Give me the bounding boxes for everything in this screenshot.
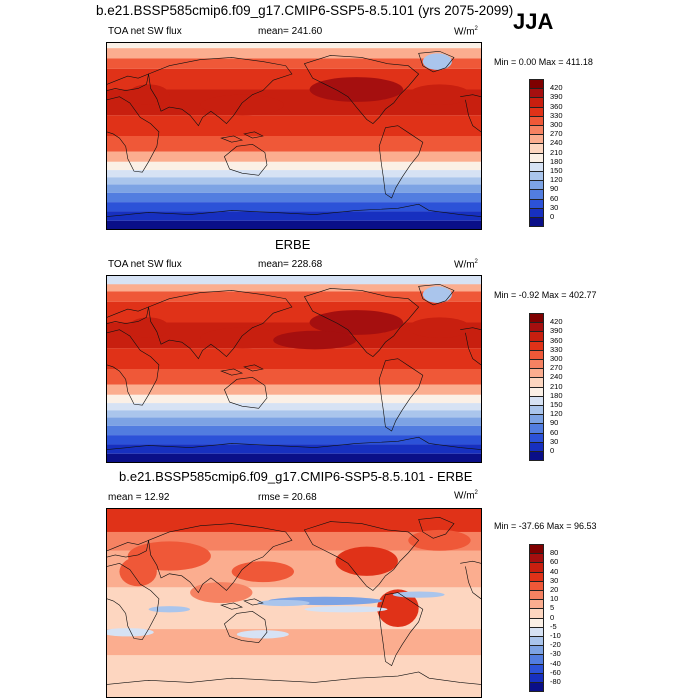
panel3-units: W/m2 bbox=[454, 490, 478, 502]
colorbar-tick-label: 60 bbox=[550, 193, 559, 203]
colorbar-tick-label: 20 bbox=[550, 585, 559, 594]
colorbar-tick-label: 330 bbox=[550, 344, 563, 354]
colorbar-tick-label: 420 bbox=[550, 83, 563, 93]
colorbar-tick-label: 10 bbox=[550, 594, 559, 604]
panel2-map bbox=[106, 275, 482, 463]
colorbar-tick-label: -60 bbox=[550, 667, 561, 677]
panel2-left-label: TOA net SW flux bbox=[108, 259, 182, 270]
colorbar-tick-label: 210 bbox=[550, 381, 563, 391]
panel2-units: W/m2 bbox=[454, 259, 478, 271]
colorbar-tick-label: 120 bbox=[550, 175, 563, 185]
figure-title: b.e21.BSSP585cmip6.f09_g17.CMIP6-SSP5-8.… bbox=[96, 3, 514, 18]
colorbar-tick-label: 90 bbox=[550, 418, 559, 428]
colorbar-tick-label: 150 bbox=[550, 166, 563, 175]
colorbar-tick-label: -10 bbox=[550, 631, 561, 640]
panel3-title: b.e21.BSSP585cmip6.f09_g17.CMIP6-SSP5-8.… bbox=[119, 469, 473, 484]
panel1-minmax: Min = 0.00 Max = 411.18 bbox=[494, 57, 593, 67]
panel1-map bbox=[106, 42, 482, 230]
colorbar-swatch bbox=[529, 451, 544, 462]
colorbar-tick-label: 60 bbox=[550, 427, 559, 437]
colorbar-tick-label: 300 bbox=[550, 120, 563, 129]
colorbar-tick-label: 360 bbox=[550, 335, 563, 345]
colorbar-tick-label: -40 bbox=[550, 658, 561, 668]
panel2-mean-label: mean= 228.68 bbox=[258, 259, 323, 270]
colorbar-tick-label: 30 bbox=[550, 436, 559, 446]
colorbar-tick-label: 240 bbox=[550, 138, 563, 148]
colorbar-tick-label: -80 bbox=[550, 677, 561, 686]
colorbar-tick-label: 240 bbox=[550, 372, 563, 382]
colorbar-tick-label: -5 bbox=[550, 621, 557, 631]
colorbar-tick-label: 0 bbox=[550, 446, 555, 455]
colorbar-tick-label: 420 bbox=[550, 317, 563, 327]
colorbar-tick-label: 330 bbox=[550, 110, 563, 120]
panel1-units: W/m2 bbox=[454, 26, 478, 38]
colorbar-tick-label: 390 bbox=[550, 326, 563, 336]
colorbar-tick-label: 210 bbox=[550, 147, 563, 157]
colorbar-tick-label: -20 bbox=[550, 640, 561, 650]
panel2-minmax: Min = -0.92 Max = 402.77 bbox=[494, 290, 597, 300]
colorbar-tick-label: 30 bbox=[550, 202, 559, 212]
panel3-mean-label: mean = 12.92 bbox=[108, 492, 170, 503]
colorbar-tick-label: 180 bbox=[550, 156, 563, 166]
colorbar-swatch bbox=[529, 682, 544, 693]
colorbar-tick-label: 180 bbox=[550, 390, 563, 400]
colorbar-tick-label: 30 bbox=[550, 575, 559, 585]
colorbar-tick-label: 360 bbox=[550, 101, 563, 111]
colorbar-tick-label: 120 bbox=[550, 409, 563, 419]
colorbar-tick-label: -30 bbox=[550, 649, 561, 659]
colorbar-tick-label: 80 bbox=[550, 548, 559, 558]
season-label: JJA bbox=[513, 9, 554, 34]
colorbar-tick-label: 5 bbox=[550, 603, 555, 613]
colorbar-tick-label: 270 bbox=[550, 363, 563, 373]
colorbar-tick-label: 270 bbox=[550, 129, 563, 139]
colorbar-tick-label: 0 bbox=[550, 612, 555, 622]
colorbar-tick-label: 40 bbox=[550, 566, 559, 576]
panel3-map bbox=[106, 508, 482, 698]
colorbar-tick-label: 60 bbox=[550, 557, 559, 567]
colorbar-tick-label: 150 bbox=[550, 400, 563, 409]
colorbar-tick-label: 90 bbox=[550, 184, 559, 194]
panel3-rmse-label: rmse = 20.68 bbox=[258, 492, 317, 503]
panel1-left-label: TOA net SW flux bbox=[108, 26, 182, 37]
panel2-title: ERBE bbox=[275, 237, 311, 252]
panel3-minmax: Min = -37.66 Max = 96.53 bbox=[494, 521, 597, 531]
colorbar-swatch bbox=[529, 217, 544, 228]
colorbar-tick-label: 0 bbox=[550, 212, 555, 221]
panel1-mean-label: mean= 241.60 bbox=[258, 26, 323, 37]
colorbar-tick-label: 390 bbox=[550, 92, 563, 102]
colorbar-tick-label: 300 bbox=[550, 354, 563, 363]
